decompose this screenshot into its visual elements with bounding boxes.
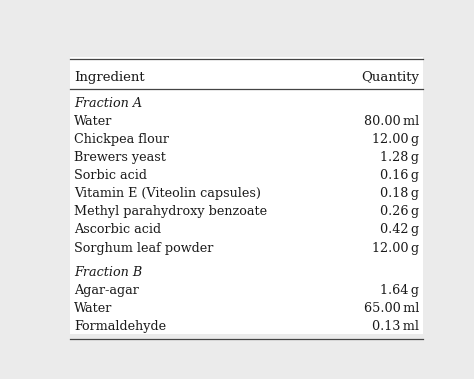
Text: Quantity: Quantity (361, 71, 419, 84)
Text: 12.00 g: 12.00 g (372, 241, 419, 255)
Text: Methyl parahydroxy benzoate: Methyl parahydroxy benzoate (74, 205, 267, 218)
Text: 1.64 g: 1.64 g (380, 284, 419, 297)
Text: Chickpea flour: Chickpea flour (74, 133, 169, 146)
Text: Brewers yeast: Brewers yeast (74, 151, 166, 164)
Text: 0.26 g: 0.26 g (380, 205, 419, 218)
Text: Fraction B: Fraction B (74, 266, 142, 279)
Text: Agar-agar: Agar-agar (74, 284, 139, 297)
Text: 1.28 g: 1.28 g (380, 151, 419, 164)
Text: 65.00 ml: 65.00 ml (364, 302, 419, 315)
Text: Water: Water (74, 115, 112, 128)
Text: 80.00 ml: 80.00 ml (364, 115, 419, 128)
Text: Ingredient: Ingredient (74, 71, 145, 84)
Text: Fraction A: Fraction A (74, 97, 142, 110)
Text: 12.00 g: 12.00 g (372, 133, 419, 146)
Text: Vitamin E (Viteolin capsules): Vitamin E (Viteolin capsules) (74, 187, 261, 200)
Text: Sorbic acid: Sorbic acid (74, 169, 147, 182)
Text: 0.16 g: 0.16 g (380, 169, 419, 182)
Text: Ascorbic acid: Ascorbic acid (74, 224, 161, 236)
Text: 0.13 ml: 0.13 ml (372, 320, 419, 333)
FancyBboxPatch shape (70, 57, 423, 334)
Text: Sorghum leaf powder: Sorghum leaf powder (74, 241, 213, 255)
Text: Formaldehyde: Formaldehyde (74, 320, 166, 333)
Text: 0.18 g: 0.18 g (380, 187, 419, 200)
Text: 0.42 g: 0.42 g (380, 224, 419, 236)
Text: Water: Water (74, 302, 112, 315)
